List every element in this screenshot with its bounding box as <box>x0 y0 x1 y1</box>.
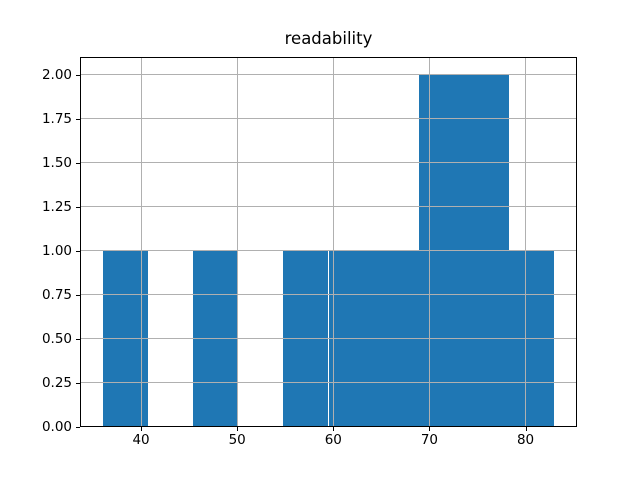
axis-spine-right <box>576 57 577 427</box>
gridline-horizontal <box>80 294 577 296</box>
y-tick-label: 1.50 <box>41 154 72 171</box>
y-tick-mark <box>76 74 80 76</box>
y-tick-mark <box>76 338 80 340</box>
y-tick-mark <box>76 118 80 120</box>
y-tick-mark <box>76 294 80 296</box>
y-tick-label: 0.25 <box>41 374 72 391</box>
y-tick-mark <box>76 206 80 208</box>
x-tick-label: 80 <box>516 432 535 448</box>
x-tick-mark <box>333 427 335 431</box>
gridline-horizontal <box>80 382 577 384</box>
y-tick-label: 0.00 <box>41 419 72 435</box>
y-tick-label: 1.75 <box>41 110 72 127</box>
x-tick-mark <box>141 427 143 431</box>
axis-spine-left <box>80 57 81 427</box>
y-tick-mark <box>76 162 80 164</box>
plot-area <box>80 57 577 427</box>
x-tick-label: 50 <box>228 432 246 448</box>
gridline-vertical <box>525 57 527 427</box>
axis-spine-top <box>80 57 577 58</box>
y-tick-mark <box>76 250 80 252</box>
x-tick-label: 40 <box>132 432 150 448</box>
gridline-horizontal <box>80 206 577 208</box>
y-tick-label: 2.00 <box>41 66 72 83</box>
gridline-horizontal <box>80 250 577 252</box>
x-tick-mark <box>429 427 431 431</box>
y-tick-mark <box>76 427 80 428</box>
y-tick-label: 1.25 <box>41 198 72 215</box>
y-tick-label: 0.50 <box>41 330 72 347</box>
x-tick-mark <box>525 427 527 431</box>
x-tick-label: 60 <box>324 432 342 448</box>
gridline-vertical <box>236 57 238 427</box>
y-tick-label: 0.75 <box>41 286 72 303</box>
x-tick-mark <box>237 427 239 431</box>
chart-title: readability <box>284 29 373 48</box>
gridline-vertical <box>332 57 334 427</box>
y-tick-mark <box>76 382 80 384</box>
gridline-horizontal <box>80 162 577 164</box>
gridline-vertical <box>140 57 142 427</box>
y-tick-label: 1.00 <box>41 242 72 259</box>
gridline-horizontal <box>80 74 577 76</box>
gridline-vertical <box>428 57 430 427</box>
gridline-horizontal <box>80 338 577 340</box>
x-tick-label: 70 <box>420 432 439 448</box>
gridline-horizontal <box>80 118 577 120</box>
axis-spine-bottom <box>80 426 577 427</box>
